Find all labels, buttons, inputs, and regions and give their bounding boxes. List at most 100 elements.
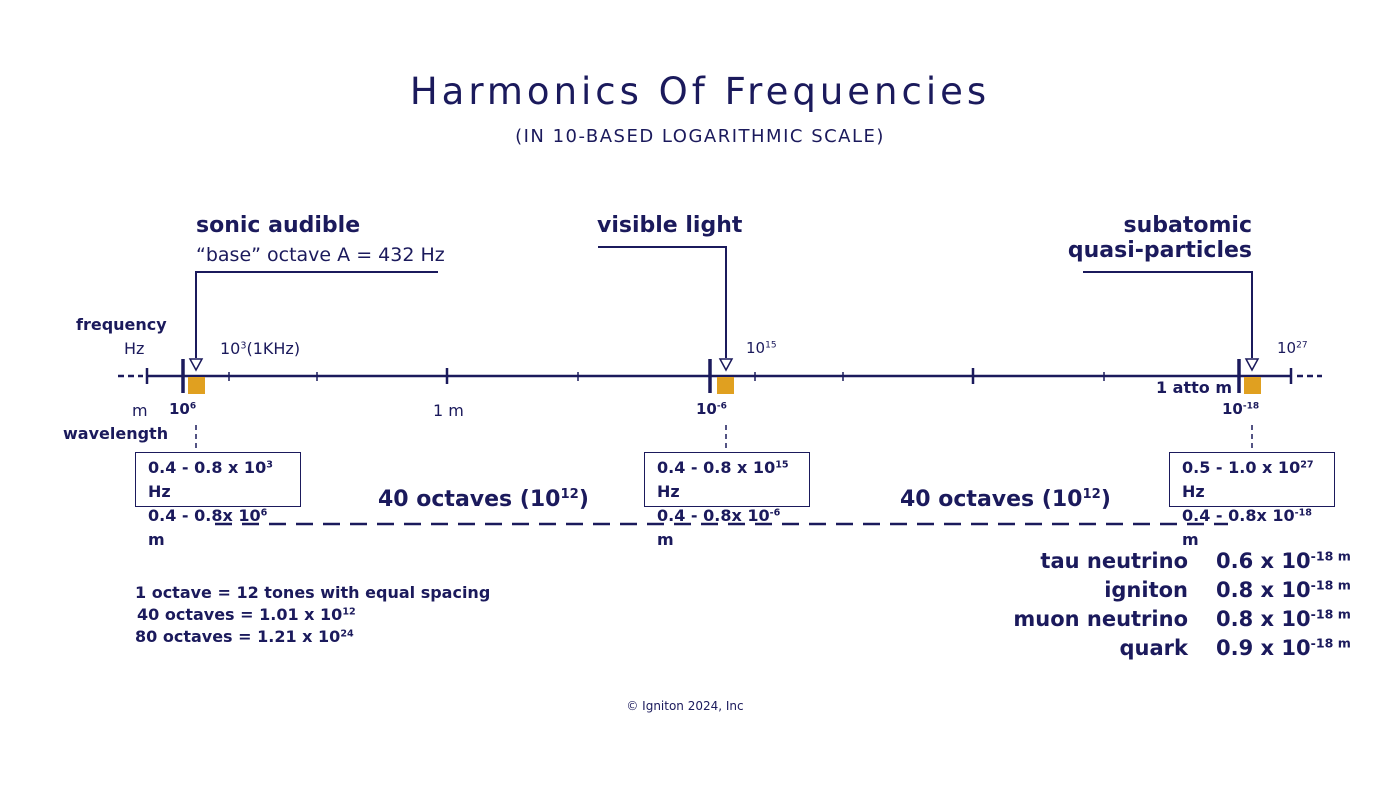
exp: 27	[1300, 459, 1314, 471]
value: 10	[696, 400, 717, 418]
arrowhead-icon	[718, 358, 734, 372]
particle-value: 0.9 x 10-18 m	[1216, 636, 1351, 660]
arrowhead-icon	[188, 358, 204, 372]
arrowhead-icon	[1244, 358, 1260, 372]
particle-value: 0.8 x 10-18 m	[1216, 607, 1351, 631]
range-frequency: 0.4 - 0.8 x 1015 Hz	[657, 456, 797, 504]
unit: Hz	[657, 482, 680, 501]
wave-tick-2: 1 m	[433, 401, 464, 420]
range-wavelength: 0.4 - 0.8x 106 m	[148, 504, 288, 552]
value: 0.5 - 1.0 x 10	[1182, 458, 1301, 477]
range-box-subatomic: 0.5 - 1.0 x 1027 Hz 0.4 - 0.8x 10-18 m	[1169, 452, 1335, 549]
exp: 3	[266, 459, 273, 471]
value: 0.4 - 0.8x 10	[1182, 506, 1295, 525]
exp: 12	[342, 606, 356, 618]
band-marker-sonic	[188, 377, 205, 394]
callout-line-visible	[598, 246, 727, 358]
wave-tick-1: 106	[169, 400, 196, 418]
exp: -18	[1242, 401, 1260, 412]
unit: m	[657, 530, 674, 549]
m-unit: m	[132, 401, 148, 420]
value: 40 octaves (10	[378, 487, 561, 512]
callout-line-subatomic	[1083, 271, 1253, 358]
octave-span-2: 40 octaves (1012)	[900, 487, 1111, 512]
hz-unit: Hz	[124, 339, 145, 358]
value: 40 octaves (10	[900, 487, 1083, 512]
particle-value: 0.8 x 10-18 m	[1216, 578, 1351, 602]
page-subtitle: (IN 10-BASED LOGARITHMIC SCALE)	[515, 126, 885, 147]
exp: 15	[765, 340, 777, 351]
suffix: (1KHz)	[246, 339, 301, 358]
callout-visible-title: visible light	[597, 213, 743, 238]
unit: m	[148, 530, 165, 549]
value: 10	[169, 400, 190, 418]
value: 10	[746, 339, 766, 357]
callout-sonic-title: sonic audible	[196, 213, 361, 238]
callout-subatomic-title: subatomic	[1123, 213, 1253, 238]
exp: 6	[260, 507, 268, 519]
value: 0.8 x 10	[1216, 607, 1311, 631]
particle-name: tau neutrino	[1040, 549, 1188, 573]
band-marker-subatomic	[1244, 377, 1261, 394]
range-box-visible: 0.4 - 0.8 x 1015 Hz 0.4 - 0.8x 10-6 m	[644, 452, 810, 549]
value: 0.4 - 0.8x 10	[148, 506, 261, 525]
exp: 15	[775, 459, 789, 471]
note-2: 40 octaves = 1.01 x 1012	[137, 605, 356, 624]
particle-name: quark	[1119, 636, 1188, 660]
value: 0.4 - 0.8 x 10	[148, 458, 267, 477]
exp: -18 m	[1310, 548, 1351, 564]
note-3: 80 octaves = 1.21 x 1024	[135, 627, 354, 646]
exp: -18 m	[1310, 635, 1351, 651]
callout-line-sonic	[195, 271, 438, 358]
range-box-sonic: 0.4 - 0.8 x 103 Hz 0.4 - 0.8x 106 m	[135, 452, 301, 549]
footer-copyright: © Igniton 2024, Inc	[626, 699, 744, 713]
wave-tick-4: 1 atto m	[1155, 378, 1232, 397]
freq-tick-2: 1015	[746, 339, 777, 357]
freq-tick-3: 1027	[1277, 339, 1308, 357]
exp: -6	[769, 507, 781, 519]
range-frequency: 0.5 - 1.0 x 1027 Hz	[1182, 456, 1322, 504]
value: 0.9 x 10	[1216, 636, 1311, 660]
particle-value: 0.6 x 10-18 m	[1216, 549, 1351, 573]
unit: m	[1182, 530, 1199, 549]
exp: 27	[1296, 340, 1308, 351]
value: 0.4 - 0.8 x 10	[657, 458, 776, 477]
page-title: Harmonics Of Frequencies	[409, 70, 991, 113]
exp: -18 m	[1310, 577, 1351, 593]
end: )	[1100, 487, 1111, 512]
exp: -18 m	[1310, 606, 1351, 622]
value: 10	[1277, 339, 1297, 357]
octave-span-1: 40 octaves (1012)	[378, 487, 589, 512]
wave-tick-3: 10-6	[696, 400, 727, 418]
callout-subatomic-title2: quasi-particles	[1067, 238, 1252, 263]
unit: Hz	[148, 482, 171, 501]
end: )	[578, 487, 589, 512]
frequency-label: frequency	[76, 315, 167, 334]
freq-tick-1: 103(1KHz)	[220, 339, 300, 358]
callout-sonic-sub: “base” octave A = 432 Hz	[196, 244, 445, 266]
range-wavelength: 0.4 - 0.8x 10-18 m	[1182, 504, 1322, 552]
value: 0.6 x 10	[1216, 549, 1311, 573]
value: 10	[220, 339, 241, 358]
wavelength-label: wavelength	[63, 424, 169, 443]
exp: -6	[716, 401, 727, 412]
value: 40 octaves = 1.01 x 10	[137, 605, 343, 624]
unit: Hz	[1182, 482, 1205, 501]
range-wavelength: 0.4 - 0.8x 10-6 m	[657, 504, 797, 552]
band-marker-visible	[717, 377, 734, 394]
particle-name: muon neutrino	[1013, 607, 1188, 631]
exp: 12	[1082, 487, 1101, 503]
particle-name: igniton	[1104, 578, 1188, 602]
value: 10	[1222, 400, 1243, 418]
value: 0.4 - 0.8x 10	[657, 506, 770, 525]
exp: -18	[1294, 507, 1312, 519]
wave-tick-5: 10-18	[1222, 400, 1259, 418]
exp: 3	[240, 340, 247, 352]
exp: 6	[189, 401, 197, 412]
value: 0.8 x 10	[1216, 578, 1311, 602]
exp: 24	[340, 628, 354, 640]
value: 80 octaves = 1.21 x 10	[135, 627, 341, 646]
range-frequency: 0.4 - 0.8 x 103 Hz	[148, 456, 288, 504]
